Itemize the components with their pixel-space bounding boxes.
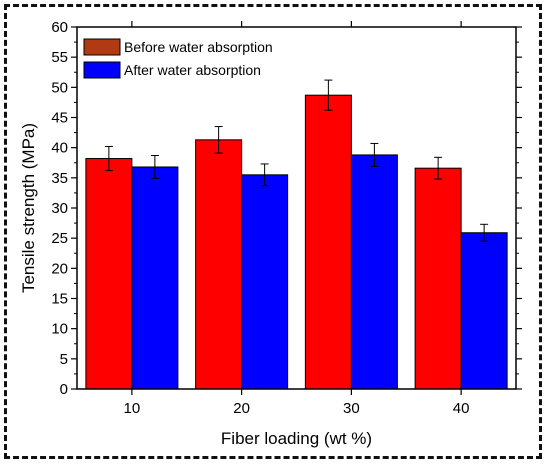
error-bar-before-20 [214,126,223,154]
legend-item-before: Before water absorption [83,38,273,56]
error-bar-before-30 [324,79,333,111]
bar-after-30 [350,154,398,390]
y-tick-label-30: 30 [51,200,68,217]
bar-before-30 [304,94,352,390]
bar-after-10 [131,166,179,390]
y-tick-label-20: 20 [51,260,68,277]
legend-label: After water absorption [124,62,261,78]
error-bar-after-10 [150,155,159,179]
y-axis-title: Tensile strength (MPa) [19,123,38,293]
legend-swatch [83,38,121,56]
y-tick-label-0: 0 [60,381,68,398]
y-tick-label-35: 35 [51,170,68,187]
y-tick-label-25: 25 [51,230,68,247]
y-tick-label-45: 45 [51,110,68,127]
y-tick-label-40: 40 [51,140,68,157]
bar-after-40 [460,232,508,390]
x-tick-label-10: 10 [124,400,141,417]
error-bar-after-30 [370,142,379,167]
legend-item-after: After water absorption [83,61,261,79]
error-bar-after-20 [260,163,269,187]
error-bar-before-40 [434,156,443,180]
bar-before-10 [85,158,133,390]
y-tick-label-60: 60 [51,19,68,36]
x-tick-label-40: 40 [453,400,470,417]
y-tick-label-5: 5 [60,351,68,368]
bar-before-20 [195,139,243,390]
x-tick-label-30: 30 [343,400,360,417]
y-tick-label-15: 15 [51,291,68,308]
figure-frame [4,4,542,459]
legend-swatch [83,61,121,79]
y-tick-label-50: 50 [51,79,68,96]
error-bar-after-40 [480,223,489,242]
bar-before-40 [414,167,462,390]
x-axis-title: Fiber loading (wt %) [221,429,372,448]
error-bar-before-10 [104,145,113,172]
y-tick-label-55: 55 [51,49,68,66]
bar-after-20 [241,174,289,390]
y-tick-label-10: 10 [51,321,68,338]
x-tick-label-20: 20 [233,400,250,417]
legend-label: Before water absorption [124,39,273,55]
